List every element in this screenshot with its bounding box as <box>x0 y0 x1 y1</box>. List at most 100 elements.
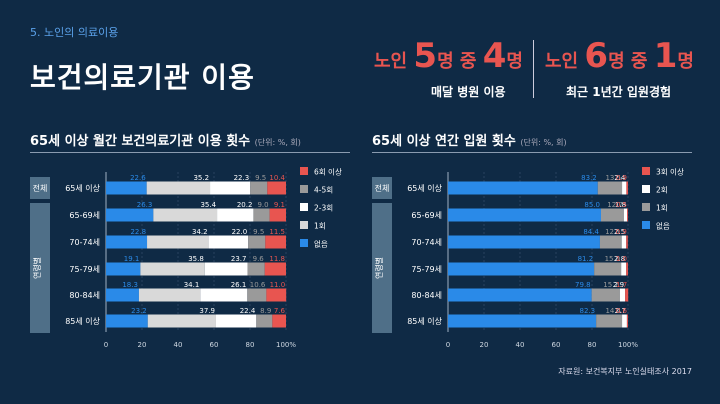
chart2-data-label: 82.3 <box>580 307 596 315</box>
chart2-data-label: 83.2 <box>581 174 597 182</box>
chart1-x-tick-label: 20 <box>138 341 147 349</box>
chart1-bar-2 <box>208 235 249 249</box>
chart1-data-label: 26.3 <box>137 201 153 209</box>
chart2-bar-1 <box>591 288 620 302</box>
headline-number-1: 5 <box>413 36 438 76</box>
chart2-data-label: 81.2 <box>578 255 594 263</box>
chart1-data-label: 11.5 <box>269 228 285 236</box>
chart2-bar-1 <box>601 208 624 222</box>
chart1-bar-4 <box>267 181 286 195</box>
chart1-legend-swatch <box>300 185 308 193</box>
chart1-data-label: 22.0 <box>232 228 248 236</box>
headline-monthly-sub: 매달 병원 이용 <box>431 85 506 99</box>
chart1-data-label: 9.0 <box>257 201 268 209</box>
headline-pre: 노인 <box>545 51 585 72</box>
chart1-data-label: 9.5 <box>255 174 266 182</box>
chart2-x-tick-label: 20 <box>480 341 489 349</box>
chart2-bar-3 <box>626 235 628 249</box>
chart1-data-label: 34.1 <box>184 281 200 289</box>
chart2-bar-3 <box>625 288 629 302</box>
chart1-data-label: 22.4 <box>240 307 256 315</box>
chart1-data-label: 35.2 <box>193 174 209 182</box>
chart2-data-label: 1.7 <box>616 281 627 289</box>
chart1-title: 65세 이상 월간 보건의료기관 이용 횟수 (단위: %, 회) <box>30 130 301 149</box>
chart1-bar-1 <box>153 208 218 222</box>
chart2-group-box-age <box>372 203 392 333</box>
chart1-bar-1 <box>146 181 211 195</box>
chart1-data-label: 35.4 <box>200 201 216 209</box>
chart2-data-label: 14.4 <box>605 307 621 315</box>
chart1-bar-1 <box>147 235 209 249</box>
chart2-category-label: 65세 이상 <box>407 183 442 193</box>
chart1-bar-3 <box>253 208 270 222</box>
chart2-legend-label: 3회 이상 <box>656 167 684 177</box>
chart2-x-tick-label: 0 <box>446 341 450 349</box>
chart1-bar-3 <box>247 288 267 302</box>
chart2-bar-0 <box>448 235 600 249</box>
chart1-group-box-total <box>30 177 50 199</box>
chart2-bar-3 <box>627 208 628 222</box>
chart2-data-label: 0.9 <box>616 228 627 236</box>
chart2-x-tick-label: 100% <box>618 341 638 349</box>
chart1-legend-swatch <box>300 167 308 175</box>
chart1-bar-4 <box>269 208 286 222</box>
chart1-data-label: 9.1 <box>274 201 285 209</box>
chart2-data-label: 1.8 <box>615 201 626 209</box>
chart2-bar-1 <box>597 181 623 195</box>
chart1-rule <box>30 152 350 153</box>
chart2-bar-2 <box>622 314 627 328</box>
chart2-group-label-total: 전체 <box>375 183 390 193</box>
chart1-category-label: 65-69세 <box>69 211 100 220</box>
chart2-bar-2 <box>621 235 627 249</box>
chart2-category-label: 70-74세 <box>411 238 442 247</box>
chart2-legend-swatch <box>642 167 650 175</box>
chart1-bar-4 <box>272 314 286 328</box>
chart2-bar-2 <box>619 288 626 302</box>
chart1-bar-2 <box>204 262 248 276</box>
chart1-bar-2 <box>215 314 257 328</box>
chart1-data-label: 8.9 <box>260 307 271 315</box>
chart1-group-label-total: 전체 <box>33 183 48 193</box>
chart1-bar-0 <box>106 288 139 302</box>
chart1-legend-label: 6회 이상 <box>314 167 342 177</box>
chart2-legend-label: 2회 <box>656 186 668 195</box>
chart1-bar-0 <box>106 314 148 328</box>
chart1-bar-0 <box>106 235 148 249</box>
chart2-data-label: 15.7 <box>603 281 619 289</box>
chart2-x-tick-label: 40 <box>516 341 525 349</box>
chart2-data-label: 12.7 <box>607 201 623 209</box>
chart1-bar-3 <box>250 181 268 195</box>
chart1-data-label: 11.0 <box>270 281 286 289</box>
chart1-legend-label: 4-5회 <box>314 186 333 195</box>
chart1-x-tick-label: 0 <box>104 341 108 349</box>
chart2-data-label: 15.0 <box>605 255 621 263</box>
chart1-bar-2 <box>200 288 248 302</box>
chart1-data-label: 26.1 <box>231 281 247 289</box>
chart2-bar-2 <box>622 181 627 195</box>
chart2-bar-1 <box>596 314 623 328</box>
chart2-bar-1 <box>594 262 622 276</box>
chart1-group-label-age: 연령별 <box>32 257 42 279</box>
chart1-data-label: 34.2 <box>192 228 208 236</box>
chart1-category-label: 85세 이상 <box>65 316 100 326</box>
chart2-data-label: 0.6 <box>616 307 628 315</box>
chart1-data-label: 19.1 <box>124 255 140 263</box>
headline-divider <box>533 40 534 98</box>
headline-monthly: 노인 5명 중 4명 <box>374 36 523 76</box>
chart2-data-label: 0.5 <box>616 201 627 209</box>
headline-mid: 명 중 <box>608 51 654 72</box>
chart1-legend-swatch <box>300 239 308 247</box>
chart2-bar-1 <box>599 235 622 249</box>
chart1-bar-3 <box>248 235 266 249</box>
chart2-category-label: 80-84세 <box>411 291 442 300</box>
chart2-bar-2 <box>621 262 627 276</box>
chart2-category-label: 85세 이상 <box>407 316 442 326</box>
chart2-legend-label: 1회 <box>656 204 668 213</box>
chart1-x-tick-label: 80 <box>246 341 255 349</box>
chart2-data-label: 0.9 <box>616 174 627 182</box>
chart1-data-label: 22.8 <box>130 228 146 236</box>
chart2-legend-swatch <box>642 221 650 229</box>
chart2-bar-3 <box>626 314 628 328</box>
chart1-data-label: 10.6 <box>250 281 266 289</box>
